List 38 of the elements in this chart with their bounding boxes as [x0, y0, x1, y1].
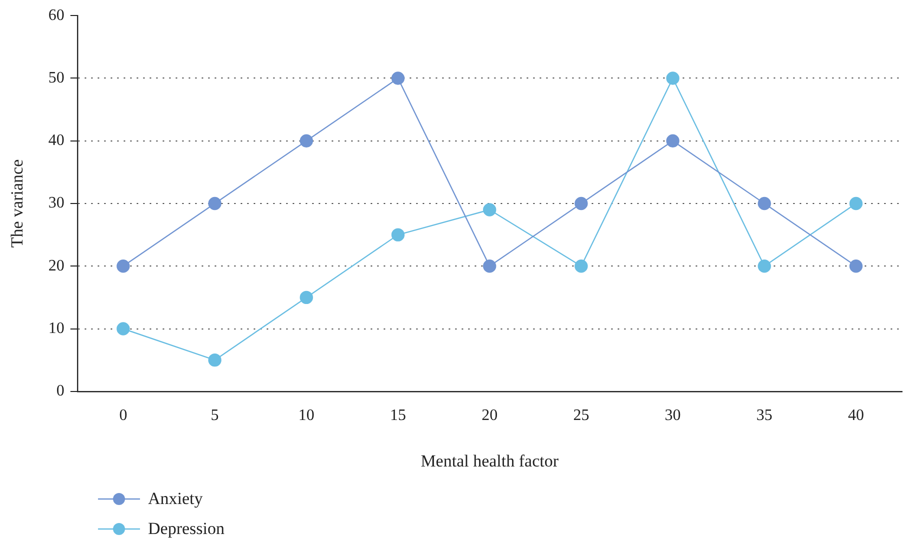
point — [574, 196, 588, 210]
x-axis-title: Mental health factor — [420, 451, 559, 470]
point — [300, 134, 313, 148]
x-tick-label: 25 — [573, 407, 590, 424]
y-axis-title: The variance — [8, 159, 27, 248]
x-tick-label: 5 — [210, 407, 219, 424]
x-tick-label: 20 — [482, 407, 498, 424]
point — [666, 72, 680, 85]
point — [116, 322, 130, 336]
y-tick-label: 60 — [48, 6, 64, 24]
point — [574, 260, 588, 273]
legend-label: Anxiety — [148, 489, 203, 509]
x-tick-label: 40 — [848, 407, 864, 424]
point — [483, 203, 496, 216]
point — [300, 290, 313, 304]
y-tick-label: 40 — [48, 132, 64, 150]
point — [849, 196, 863, 210]
x-tick-label: 10 — [298, 407, 314, 424]
point — [483, 260, 496, 273]
y-tick-label: 50 — [48, 69, 64, 86]
x-tick-label: 30 — [664, 407, 681, 424]
point — [849, 260, 863, 273]
point — [758, 260, 771, 273]
point — [391, 72, 405, 85]
legend-label: Depression — [148, 519, 224, 539]
y-tick-label: 10 — [48, 320, 64, 337]
point — [758, 196, 771, 210]
x-tick-label: 35 — [756, 407, 772, 424]
y-tick-label: 30 — [48, 194, 64, 212]
point — [391, 228, 405, 242]
y-tick-label: 0 — [56, 382, 64, 400]
point — [116, 260, 130, 273]
point — [208, 353, 222, 367]
point — [208, 196, 222, 210]
y-tick-label: 20 — [48, 257, 64, 274]
x-tick-label: 15 — [390, 407, 406, 424]
point — [666, 134, 680, 148]
x-tick-label: 0 — [119, 407, 128, 424]
